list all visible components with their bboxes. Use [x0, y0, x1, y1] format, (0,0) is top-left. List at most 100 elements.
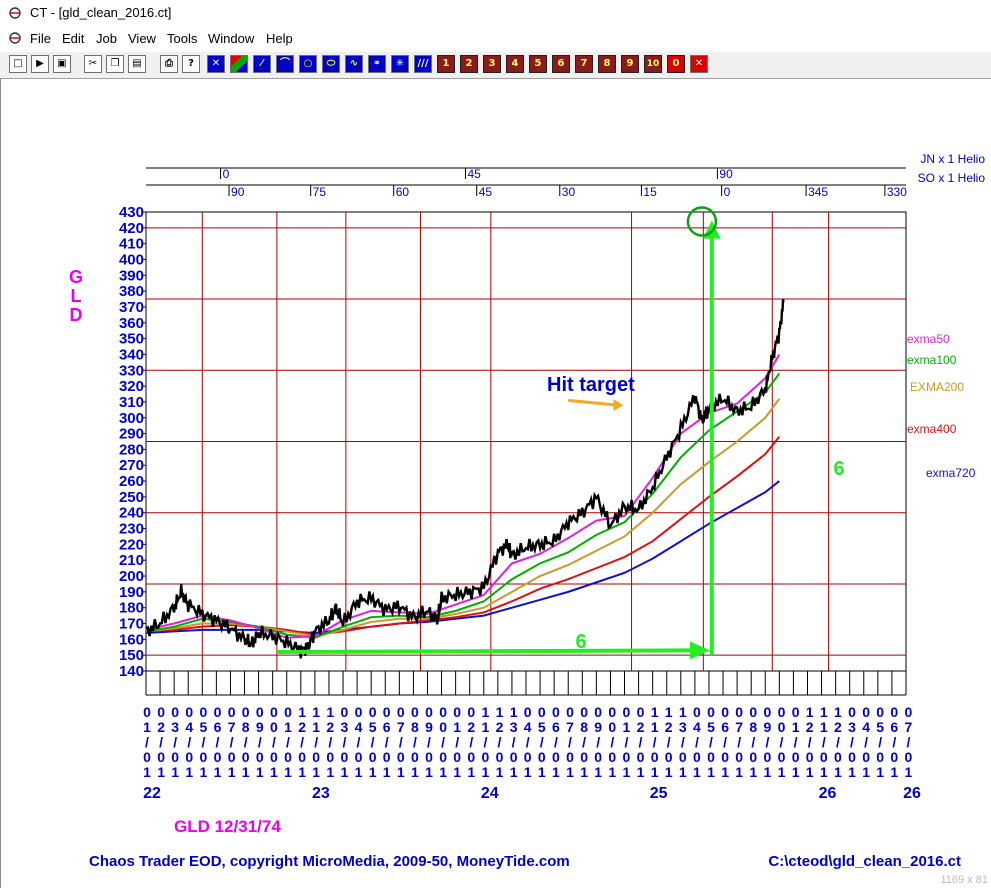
- menu-tools[interactable]: Tools: [167, 31, 198, 46]
- number-4-button[interactable]: 4: [506, 55, 524, 73]
- x-tick-day-ones: 1: [157, 764, 165, 780]
- x-tick-label-top: 0: [369, 704, 377, 720]
- x-tick-label-bottom: 7: [566, 719, 574, 735]
- x-tick-day-ones: 1: [369, 764, 377, 780]
- menu-edit[interactable]: Edit: [62, 31, 85, 46]
- y-tick-label: 280: [119, 441, 144, 458]
- y-tick-label: 340: [119, 346, 144, 363]
- number-9-button[interactable]: 9: [621, 55, 639, 73]
- helio-2-tick-label: 30: [562, 185, 576, 199]
- document-icon[interactable]: [8, 31, 22, 45]
- helio-scale-2-label: SO x 1 Helio: [918, 171, 986, 185]
- time-arrow: [276, 648, 692, 655]
- x-tick-slash: /: [469, 734, 473, 750]
- cut-icon[interactable]: ✂: [84, 55, 102, 73]
- x-tick-label-bottom: 1: [651, 719, 659, 735]
- x-tick-day-tens: 0: [482, 749, 490, 765]
- print-icon[interactable]: ⎙: [160, 55, 178, 73]
- x-tick-day-ones: 1: [890, 764, 898, 780]
- new-icon[interactable]: □: [9, 55, 27, 73]
- y-tick-label: 310: [119, 394, 144, 411]
- spiral-tool-icon[interactable]: ∿: [345, 55, 363, 73]
- color-tool-icon[interactable]: [230, 55, 248, 73]
- number-1-button[interactable]: 1: [437, 55, 455, 73]
- y-tick-label: 240: [119, 505, 144, 522]
- arc-tool-icon[interactable]: ⌒: [276, 55, 294, 73]
- x-tick-day-tens: 0: [721, 749, 729, 765]
- x-tick-label-top: 0: [566, 704, 574, 720]
- x-tick-label-bottom: 1: [792, 719, 800, 735]
- x-tick-day-ones: 1: [834, 764, 842, 780]
- number-2-button[interactable]: 2: [460, 55, 478, 73]
- x-tick-slash: /: [864, 734, 868, 750]
- x-tick-label-bottom: 2: [157, 719, 165, 735]
- cross-tool-icon[interactable]: ✕: [207, 55, 225, 73]
- number-7-button[interactable]: 7: [575, 55, 593, 73]
- star-tool-icon[interactable]: ✳: [391, 55, 409, 73]
- pen-tool-icon[interactable]: ⚭: [368, 55, 386, 73]
- number-0-button[interactable]: 0: [667, 55, 685, 73]
- ellipse-tool-icon[interactable]: ⬭: [322, 55, 340, 73]
- x-tick-day-tens: 0: [778, 749, 786, 765]
- year-label: 24: [481, 785, 499, 802]
- x-tick-day-tens: 0: [200, 749, 208, 765]
- y-tick-label: 390: [119, 267, 144, 284]
- x-tick-label-top: 0: [185, 704, 193, 720]
- y-tick-label: 140: [119, 663, 144, 680]
- x-tick-day-tens: 0: [256, 749, 264, 765]
- x-tick-day-tens: 0: [890, 749, 898, 765]
- x-tick-day-ones: 1: [496, 764, 504, 780]
- x-tick-label-bottom: 8: [580, 719, 588, 735]
- y-tick-label: 160: [119, 631, 144, 648]
- parallel-lines-icon[interactable]: ///: [414, 55, 432, 73]
- x-tick-label-top: 1: [482, 704, 490, 720]
- menu-job[interactable]: Job: [96, 31, 117, 46]
- x-tick-day-ones: 1: [284, 764, 292, 780]
- menu-help[interactable]: Help: [266, 31, 293, 46]
- paste-icon[interactable]: ▤: [128, 55, 146, 73]
- x-tick-label-bottom: 1: [820, 719, 828, 735]
- menu-file[interactable]: File: [30, 31, 51, 46]
- line-tool-icon[interactable]: ⁄: [253, 55, 271, 73]
- x-tick-slash: /: [455, 734, 459, 750]
- x-tick-label-bottom: 3: [679, 719, 687, 735]
- x-tick-label-bottom: 3: [510, 719, 518, 735]
- ticker-letter: G: [69, 267, 83, 287]
- x-tick-slash: /: [187, 734, 191, 750]
- save-icon[interactable]: ▣: [53, 55, 71, 73]
- number-8-button[interactable]: 8: [598, 55, 616, 73]
- x-tick-label-top: 1: [496, 704, 504, 720]
- close-chart-icon[interactable]: ✕: [690, 55, 708, 73]
- x-tick-day-tens: 0: [510, 749, 518, 765]
- help-icon[interactable]: ?: [182, 55, 200, 73]
- number-5-button[interactable]: 5: [529, 55, 547, 73]
- x-tick-day-tens: 0: [834, 749, 842, 765]
- x-tick-label-top: 0: [594, 704, 602, 720]
- x-tick-label-bottom: 2: [496, 719, 504, 735]
- copy-icon[interactable]: ❐: [106, 55, 124, 73]
- x-tick-label-bottom: 6: [214, 719, 222, 735]
- number-3-button[interactable]: 3: [483, 55, 501, 73]
- x-tick-day-ones: 1: [467, 764, 475, 780]
- menu-view[interactable]: View: [128, 31, 156, 46]
- x-tick-slash: /: [342, 734, 346, 750]
- x-tick-label-bottom: 8: [749, 719, 757, 735]
- x-tick-label-bottom: 9: [425, 719, 433, 735]
- open-icon[interactable]: ▶: [31, 55, 49, 73]
- number-10-button[interactable]: 10: [644, 55, 662, 73]
- circle-tool-icon[interactable]: ○: [299, 55, 317, 73]
- x-tick-slash: /: [751, 734, 755, 750]
- x-tick-label-top: 0: [355, 704, 363, 720]
- x-tick-day-ones: 1: [214, 764, 222, 780]
- x-tick-slash: /: [709, 734, 713, 750]
- x-tick-day-tens: 0: [369, 749, 377, 765]
- y-tick-label: 400: [119, 251, 144, 268]
- series-exma50: [145, 353, 781, 639]
- x-tick-day-tens: 0: [905, 749, 913, 765]
- x-tick-day-ones: 1: [411, 764, 419, 780]
- x-tick-label-top: 0: [411, 704, 419, 720]
- menu-window[interactable]: Window: [208, 31, 255, 46]
- y-tick-label: 290: [119, 426, 144, 443]
- x-tick-slash: /: [596, 734, 600, 750]
- number-6-button[interactable]: 6: [552, 55, 570, 73]
